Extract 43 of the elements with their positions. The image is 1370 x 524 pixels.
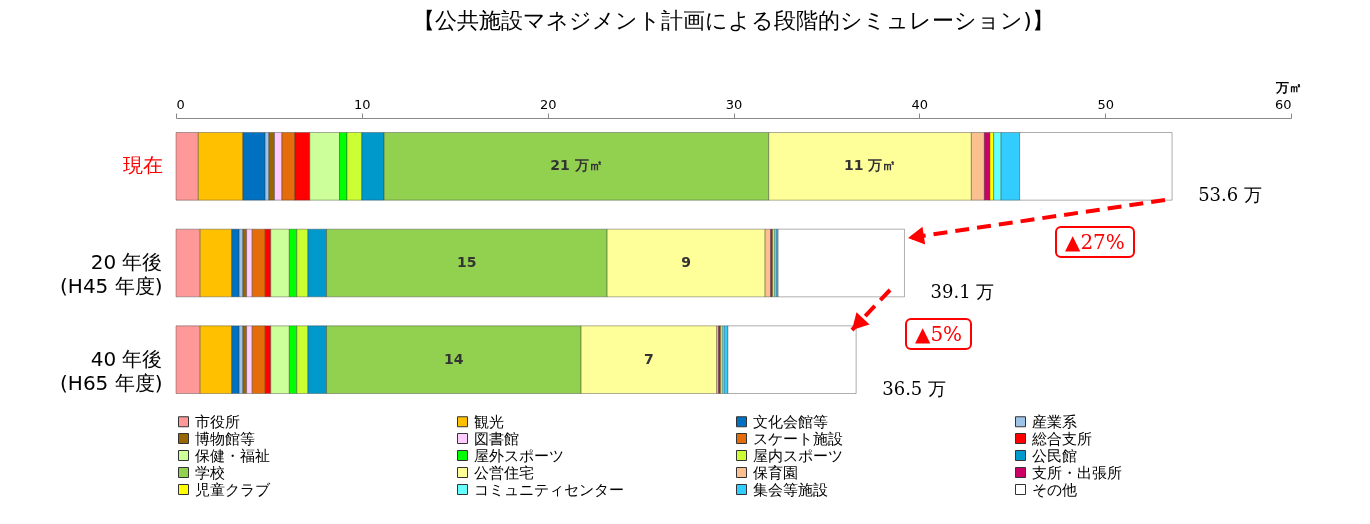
legend-label: 児童クラブ xyxy=(195,480,271,499)
legend-label: 学校 xyxy=(195,463,225,482)
legend-label: 図書館 xyxy=(474,429,519,448)
legend-label: 博物館等 xyxy=(195,429,255,448)
legend-label: 保育園 xyxy=(753,463,798,482)
data-label: 9 xyxy=(681,254,691,270)
annotation: ▲27% xyxy=(1055,226,1135,258)
total-label: 36.5 万 xyxy=(882,377,947,399)
annotation: ▲5% xyxy=(905,318,973,350)
legend-label: 観光 xyxy=(474,412,504,431)
data-label: 15 xyxy=(457,254,477,270)
x-tick-label: 60 xyxy=(1274,96,1292,112)
x-tick-label: 40 xyxy=(911,96,929,112)
legend-label: 公営住宅 xyxy=(474,463,534,482)
y-tick-label: 20 年後 (H45 年度) xyxy=(60,250,163,298)
total-label: 39.1 万 xyxy=(930,281,995,302)
y-tick-label: 現在 xyxy=(122,153,163,178)
legend-label: 公民館 xyxy=(1032,446,1077,465)
x-tick-label: 50 xyxy=(1097,96,1114,112)
legend-label: 総合支所 xyxy=(1031,429,1092,448)
data-label: 21 万㎡ xyxy=(550,157,603,174)
legend-label: 支所・出張所 xyxy=(1032,463,1122,482)
x-tick-label: 10 xyxy=(354,96,371,112)
legend-label: スケート施設 xyxy=(753,429,843,448)
data-label: 14 xyxy=(444,350,464,367)
chart-title: 【公共施設マネジメント計画による段階的シミュレーション)】 xyxy=(413,8,1054,33)
data-label: 7 xyxy=(644,350,654,367)
legend-label: 保健・福祉 xyxy=(195,446,270,465)
x-tick-label: 20 xyxy=(539,96,557,112)
legend-label: 文化会館等 xyxy=(753,412,828,431)
total-label: 53.6 万 xyxy=(1198,184,1262,206)
legend-label: 集会等施設 xyxy=(753,480,828,499)
legend-label: 屋外スポーツ xyxy=(474,446,564,465)
legend-label: コミュニティセンター xyxy=(474,480,624,499)
data-label: 11 万㎡ xyxy=(843,157,897,174)
x-axis-title: 万㎡ xyxy=(1274,79,1302,95)
y-tick-label: 40 年後 (H65 年度) xyxy=(60,346,163,395)
legend-label: 市役所 xyxy=(195,412,240,431)
legend-label: 産業系 xyxy=(1032,412,1077,431)
x-tick-label: 0 xyxy=(176,96,185,112)
legend-label: その他 xyxy=(1032,480,1077,499)
legend-label: 屋内スポーツ xyxy=(753,446,843,465)
x-tick-label: 30 xyxy=(725,96,743,112)
